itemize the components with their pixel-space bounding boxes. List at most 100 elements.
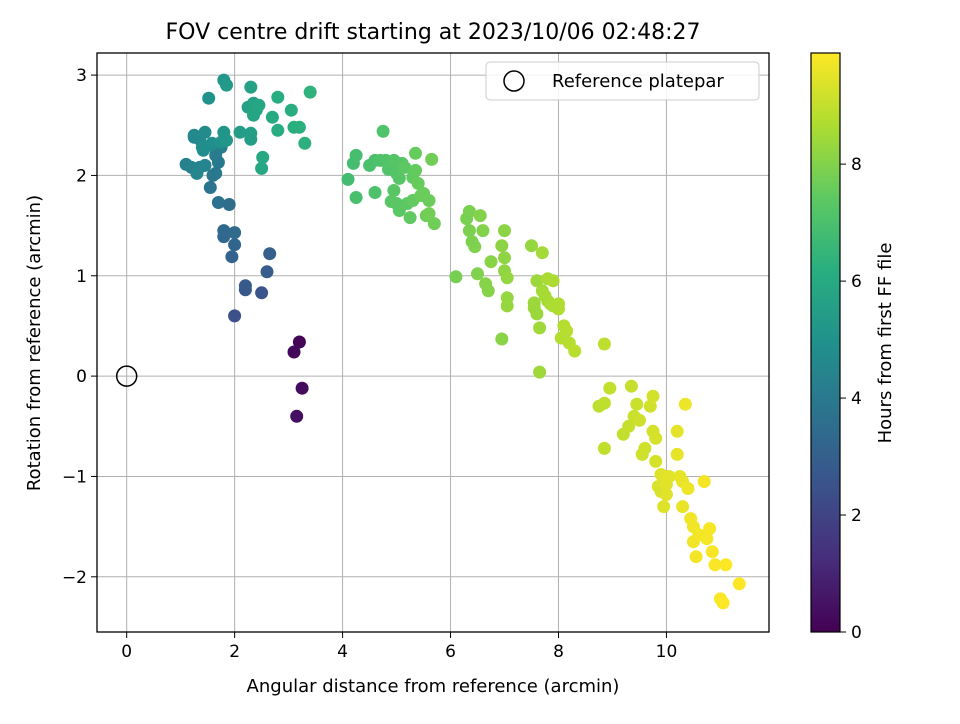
data-point — [703, 522, 717, 536]
plot-frame — [96, 52, 770, 633]
data-point — [649, 454, 663, 468]
data-point — [624, 379, 638, 393]
data-point — [700, 532, 714, 546]
data-point — [546, 274, 560, 288]
data-point — [265, 110, 279, 124]
data-point — [427, 217, 441, 231]
x-tick-label: 6 — [445, 642, 456, 662]
data-point — [476, 224, 490, 238]
data-point — [597, 441, 611, 455]
data-point — [425, 152, 439, 166]
legend-marker-icon — [503, 70, 525, 92]
reference-marker — [115, 365, 138, 387]
data-point — [670, 424, 684, 438]
colorbar: 0 2 4 6 8 Hours from first FF file — [810, 52, 896, 643]
data-point — [649, 431, 663, 445]
x-tick-label: 2 — [229, 642, 240, 662]
data-point — [732, 577, 746, 591]
data-point — [211, 196, 225, 209]
data-point — [662, 470, 676, 483]
data-point — [484, 255, 498, 269]
data-point — [244, 80, 258, 94]
data-point — [670, 447, 684, 461]
data-point — [256, 150, 270, 164]
legend-box — [485, 61, 760, 101]
data-point — [411, 177, 425, 190]
data-point — [287, 345, 301, 359]
data-point — [705, 545, 719, 559]
data-point — [202, 91, 216, 105]
data-point — [284, 103, 298, 117]
data-point — [228, 238, 242, 252]
data-point — [403, 211, 417, 225]
data-point — [462, 224, 476, 238]
colorbar-tick-label: 6 — [851, 272, 862, 292]
data-point — [349, 191, 363, 204]
data-point — [697, 475, 711, 488]
data-point — [568, 344, 582, 358]
data-point — [689, 550, 703, 564]
data-point — [525, 239, 538, 253]
data-point — [500, 271, 514, 285]
data-point — [498, 251, 511, 265]
data-point — [530, 307, 544, 321]
y-tick-label: 2 — [76, 166, 87, 186]
data-point — [228, 309, 242, 323]
data-point — [708, 558, 722, 572]
data-point — [349, 148, 363, 162]
y-tick-label: 1 — [76, 267, 87, 287]
data-point — [498, 224, 511, 238]
data-point — [260, 265, 274, 279]
data-point — [422, 194, 436, 207]
y-axis-ticks: −2 −1 0 1 2 3 — [62, 66, 97, 588]
data-point — [376, 124, 390, 138]
data-point — [292, 335, 306, 349]
data-point — [495, 332, 509, 346]
x-axis-ticks: 0 2 4 6 8 10 — [121, 632, 677, 662]
data-point — [220, 133, 233, 147]
data-points — [179, 73, 746, 610]
data-point — [681, 482, 695, 495]
data-point — [449, 270, 463, 284]
data-point — [471, 267, 484, 281]
y-tick-label: 0 — [76, 367, 87, 387]
data-point — [228, 226, 242, 240]
data-point — [303, 85, 317, 99]
data-point — [409, 146, 422, 160]
data-point — [678, 397, 692, 411]
data-point — [462, 205, 476, 218]
data-point — [368, 186, 382, 199]
data-point — [676, 500, 690, 514]
data-point — [597, 337, 611, 351]
colorbar-gradient — [810, 52, 841, 633]
data-point — [533, 365, 547, 379]
data-point — [533, 321, 547, 335]
data-point — [209, 166, 223, 180]
data-point — [716, 596, 730, 610]
data-point — [255, 161, 269, 175]
legend-label: Reference platepar — [552, 71, 724, 92]
data-point — [255, 286, 269, 300]
data-point — [633, 413, 646, 427]
data-point — [638, 441, 652, 455]
data-point — [271, 90, 285, 104]
data-point — [392, 171, 406, 185]
data-point — [495, 239, 509, 253]
colorbar-tick-label: 4 — [851, 389, 862, 409]
colorbar-tick-label: 8 — [851, 155, 862, 175]
data-point — [468, 240, 482, 254]
data-point — [535, 246, 549, 260]
colorbar-tick-label: 2 — [851, 506, 862, 526]
x-axis-label: Angular distance from reference (arcmin) — [247, 676, 620, 697]
data-point — [220, 78, 233, 92]
data-point — [203, 181, 217, 194]
y-axis-label: Rotation from reference (arcmin) — [24, 195, 45, 491]
data-point — [527, 296, 541, 310]
data-point — [657, 500, 671, 514]
data-point — [622, 419, 636, 433]
data-point — [398, 160, 412, 174]
data-point — [630, 397, 644, 411]
data-point — [473, 209, 487, 223]
data-point — [409, 163, 422, 177]
